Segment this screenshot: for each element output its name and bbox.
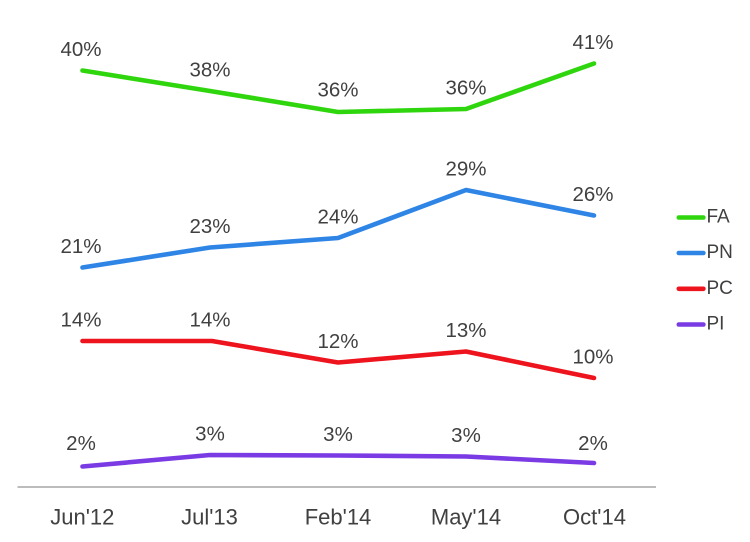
svg-text:14%: 14% bbox=[189, 309, 230, 332]
svg-text:41%: 41% bbox=[572, 31, 613, 54]
svg-text:29%: 29% bbox=[445, 158, 486, 181]
svg-text:10%: 10% bbox=[572, 346, 613, 369]
svg-text:Oct'14: Oct'14 bbox=[563, 505, 626, 530]
svg-text:14%: 14% bbox=[60, 309, 101, 332]
svg-text:40%: 40% bbox=[60, 38, 101, 61]
svg-text:3%: 3% bbox=[323, 423, 353, 446]
svg-text:24%: 24% bbox=[317, 206, 358, 229]
svg-text:13%: 13% bbox=[445, 319, 486, 342]
svg-text:PN: PN bbox=[707, 242, 733, 263]
svg-text:Feb'14: Feb'14 bbox=[305, 505, 372, 530]
svg-text:PC: PC bbox=[707, 278, 733, 299]
svg-text:26%: 26% bbox=[572, 183, 613, 206]
svg-text:PI: PI bbox=[707, 314, 725, 335]
svg-text:2%: 2% bbox=[66, 432, 96, 455]
svg-text:36%: 36% bbox=[445, 77, 486, 100]
svg-text:21%: 21% bbox=[60, 235, 101, 258]
svg-text:FA: FA bbox=[707, 207, 731, 228]
svg-text:38%: 38% bbox=[189, 59, 230, 82]
svg-text:36%: 36% bbox=[317, 79, 358, 102]
svg-text:Jun'12: Jun'12 bbox=[50, 505, 114, 530]
svg-text:3%: 3% bbox=[451, 424, 481, 447]
svg-text:23%: 23% bbox=[189, 215, 230, 238]
svg-text:Jul'13: Jul'13 bbox=[181, 505, 238, 530]
svg-text:12%: 12% bbox=[317, 330, 358, 353]
svg-text:May'14: May'14 bbox=[431, 505, 501, 530]
svg-text:2%: 2% bbox=[578, 432, 608, 455]
svg-text:3%: 3% bbox=[195, 423, 225, 446]
